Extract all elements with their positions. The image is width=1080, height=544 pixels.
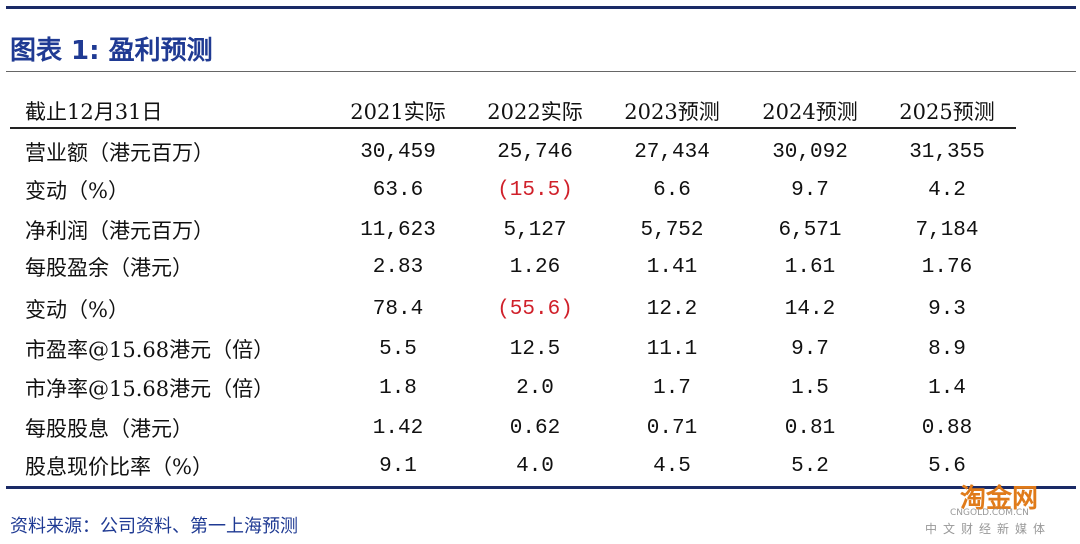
cell-value: 5.5 [379, 338, 417, 361]
cell-value: 12.2 [646, 298, 698, 321]
cell-value: 14.2 [784, 298, 836, 321]
cell-value: 78.4 [372, 298, 424, 321]
cell-value: 1.42 [372, 417, 424, 440]
cell-value: 0.88 [921, 417, 973, 440]
cell-value: 25,746 [497, 141, 573, 164]
cell-value: 30,092 [772, 141, 848, 164]
row-label: 净利润（港元百万） [25, 219, 214, 243]
cell-value: 0.81 [784, 417, 836, 440]
cell-value: 9.7 [791, 179, 829, 202]
cell-value: 11,623 [360, 219, 436, 242]
cell-value: 1.61 [784, 256, 836, 279]
cell-value: 9.7 [791, 338, 829, 361]
row-label: 营业额（港元百万） [25, 141, 214, 165]
cell-value: 1.5 [791, 377, 829, 400]
column-header: 2023预测 [624, 100, 720, 124]
source: 资料来源：公司资料、第一上海预测 [10, 516, 298, 537]
cell-value: 2.83 [372, 256, 424, 279]
header-rule [10, 127, 1016, 129]
cell-value: 2.0 [516, 377, 554, 400]
watermark-domain: CNGOLD.COM.CN [950, 508, 1029, 518]
cell-value: 27,434 [634, 141, 710, 164]
watermark-brand: 淘金网 [960, 484, 1039, 514]
cell-value: 7,184 [915, 219, 979, 242]
cell-value: 0.71 [646, 417, 698, 440]
column-header: 2025预测 [899, 100, 995, 124]
cell-value: 1.41 [646, 256, 698, 279]
cell-value: 5,127 [503, 219, 567, 242]
row-label: 变动（%） [25, 298, 129, 322]
cell-value: 6.6 [653, 179, 691, 202]
cell-value: 9.3 [928, 298, 966, 321]
cell-value: (15.5) [497, 179, 573, 202]
cell-value: 6,571 [778, 219, 842, 242]
cell-value: 1.8 [379, 377, 417, 400]
cell-value: 4.0 [516, 455, 554, 478]
cell-value: (55.6) [497, 298, 573, 321]
cell-value: 1.7 [653, 377, 691, 400]
cell-value: 8.9 [928, 338, 966, 361]
watermark-tagline: 中文财经新媒体 [925, 522, 1052, 536]
cell-value: 0.62 [509, 417, 561, 440]
cell-value: 1.26 [509, 256, 561, 279]
row-label: 每股盈余（港元） [25, 256, 193, 280]
cell-value: 1.4 [928, 377, 966, 400]
row-label: 股息现价比率（%） [25, 455, 213, 479]
cell-value: 5.6 [928, 455, 966, 478]
title: 图表 1: 盈利预测 [10, 36, 213, 66]
column-header: 2022实际 [487, 100, 583, 124]
row-label: 变动（%） [25, 179, 129, 203]
cell-value: 11.1 [646, 338, 698, 361]
column-header: 截止12月31日 [25, 100, 163, 124]
cell-value: 4.2 [928, 179, 966, 202]
cell-value: 12.5 [509, 338, 561, 361]
cell-value: 5,752 [640, 219, 704, 242]
top-rule [6, 6, 1076, 9]
cell-value: 31,355 [909, 141, 985, 164]
cell-value: 5.2 [791, 455, 829, 478]
row-label: 市盈率@15.68港元（倍） [25, 338, 275, 362]
cell-value: 30,459 [360, 141, 436, 164]
column-header: 2021实际 [350, 100, 446, 124]
row-label: 每股股息（港元） [25, 417, 193, 441]
row-label: 市净率@15.68港元（倍） [25, 377, 275, 401]
cell-value: 4.5 [653, 455, 691, 478]
column-header: 2024预测 [762, 100, 858, 124]
bottom-rule [6, 486, 1076, 489]
cell-value: 9.1 [379, 455, 417, 478]
cell-value: 63.6 [372, 179, 424, 202]
title-rule [6, 71, 1076, 72]
cell-value: 1.76 [921, 256, 973, 279]
